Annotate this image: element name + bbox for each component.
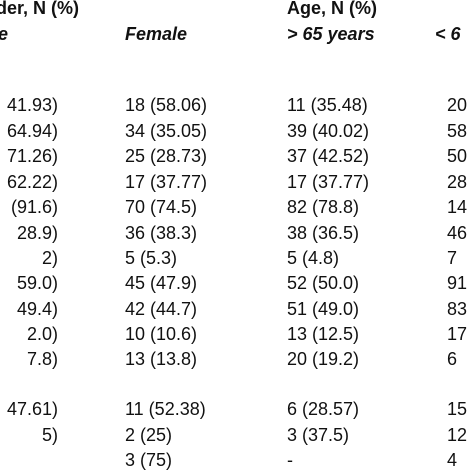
table-cell: 14 bbox=[447, 197, 468, 217]
table-cell: 64.94) bbox=[6, 121, 58, 141]
table-cell: 11 (35.48) bbox=[287, 95, 368, 115]
table-cell: 70 (74.5) bbox=[125, 197, 198, 217]
table-cell: 2) bbox=[41, 248, 58, 268]
table-cell: 13 (12.5) bbox=[287, 324, 360, 344]
table-cell: 59.0) bbox=[16, 273, 58, 293]
table-cell: 45 (47.9) bbox=[125, 273, 198, 293]
table-cell: 2.0) bbox=[26, 324, 58, 344]
table-cell: 36 (38.3) bbox=[125, 223, 198, 243]
table-cell: 47.61) bbox=[6, 399, 58, 419]
table-cell: 3 (37.5) bbox=[287, 425, 350, 445]
table-cell: 38 (36.5) bbox=[287, 223, 360, 243]
table-cell: 13 (13.8) bbox=[125, 349, 198, 369]
table-cell: 20 bbox=[447, 95, 468, 115]
table-cell: 5) bbox=[41, 425, 58, 445]
table-cell: 50 bbox=[447, 146, 468, 166]
column-header: > 65 years bbox=[287, 24, 375, 44]
table-cell: 7 bbox=[447, 248, 458, 268]
table-cell: 82 (78.8) bbox=[287, 197, 360, 217]
table-cell: 28 bbox=[447, 172, 468, 192]
table-cell: 37 (42.52) bbox=[287, 146, 370, 166]
table-cell: 7.8) bbox=[26, 349, 58, 369]
table-cell: 25 (28.73) bbox=[125, 146, 208, 166]
table-cell: 20 (19.2) bbox=[287, 349, 360, 369]
table-cell: 5 (4.8) bbox=[287, 248, 340, 268]
table-cell: 71.26) bbox=[6, 146, 58, 166]
table-cell: 39 (40.02) bbox=[287, 121, 370, 141]
table-cell: 58 bbox=[447, 121, 468, 141]
table-cell: 17 (37.77) bbox=[287, 172, 370, 192]
table-cell: 2 (25) bbox=[125, 425, 173, 445]
table-cell: 41.93) bbox=[6, 95, 58, 115]
table-cell: 10 (10.6) bbox=[125, 324, 198, 344]
table-cell: 6 bbox=[447, 349, 458, 369]
group-header: Age, N (%) bbox=[287, 0, 377, 18]
table-cell: 51 (49.0) bbox=[287, 299, 360, 319]
table-cell: 3 (75) bbox=[125, 450, 173, 470]
table-cell: 4 bbox=[447, 450, 458, 470]
table-cell: 42 (44.7) bbox=[125, 299, 198, 319]
table-cell: 83 bbox=[447, 299, 468, 319]
table-cell: 18 (58.06) bbox=[125, 95, 208, 115]
table-cell: 91 bbox=[447, 273, 468, 293]
table-cell: 52 (50.0) bbox=[287, 273, 360, 293]
table-cell: 28.9) bbox=[16, 223, 58, 243]
table-cell: 49.4) bbox=[16, 299, 58, 319]
table-cell: 34 (35.05) bbox=[125, 121, 208, 141]
table-cell: 6 (28.57) bbox=[287, 399, 360, 419]
table-cell: (91.6) bbox=[10, 197, 58, 217]
group-header: der, N (%) bbox=[0, 0, 80, 18]
column-header: e bbox=[0, 24, 8, 44]
table-cell: 11 (52.38) bbox=[125, 399, 206, 419]
table-cell: 5 (5.3) bbox=[125, 248, 178, 268]
table-cell: 62.22) bbox=[6, 172, 58, 192]
table-cell: 15 bbox=[447, 399, 468, 419]
column-header: Female bbox=[125, 24, 188, 44]
table-cell: 46 bbox=[447, 223, 468, 243]
table-cell: 12 bbox=[447, 425, 468, 445]
table-cell: - bbox=[287, 450, 293, 470]
table-cell: 17 bbox=[447, 324, 468, 344]
table-cell: 17 (37.77) bbox=[125, 172, 208, 192]
column-header: < 6 bbox=[435, 24, 461, 44]
